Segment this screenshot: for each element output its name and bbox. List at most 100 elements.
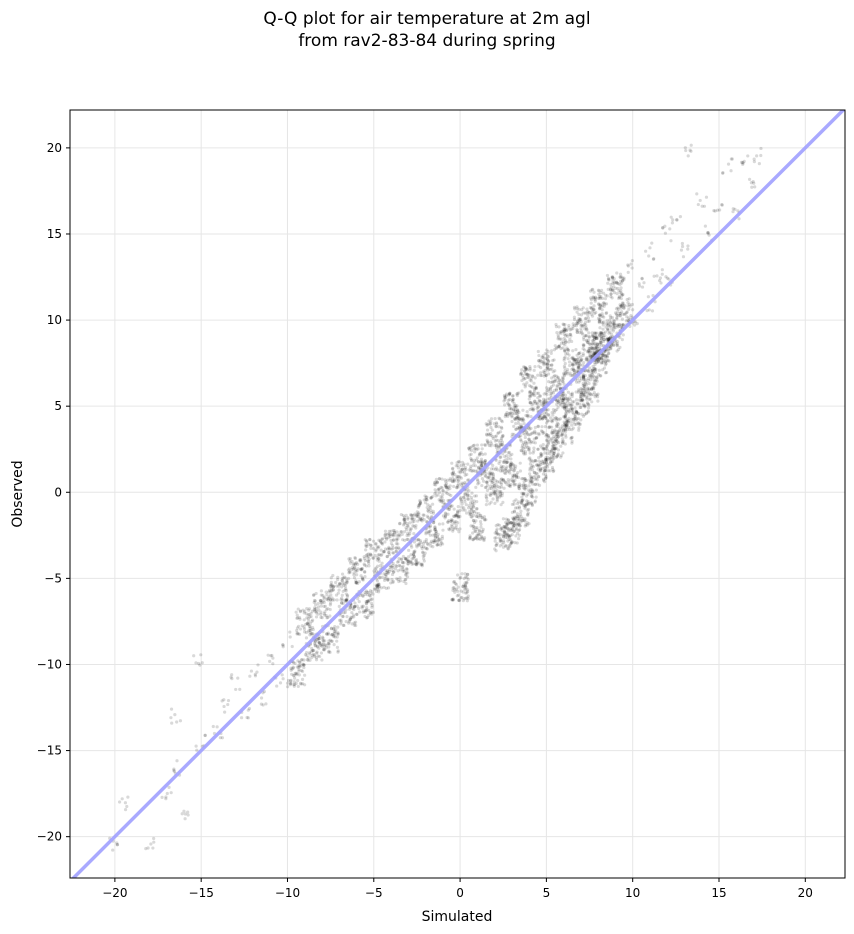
point-marker — [341, 614, 345, 618]
point-marker — [529, 501, 533, 505]
point-marker — [502, 540, 506, 545]
point-marker — [450, 467, 455, 471]
point-marker — [508, 391, 512, 395]
point-marker — [574, 362, 578, 366]
point-marker — [467, 446, 471, 450]
point-marker — [510, 419, 514, 424]
point-marker — [626, 264, 631, 268]
point-marker — [484, 502, 488, 507]
point-marker — [516, 426, 520, 430]
point-marker — [476, 447, 480, 451]
point-marker — [296, 659, 300, 663]
point-marker — [470, 507, 474, 511]
point-marker — [581, 398, 585, 402]
point-marker — [554, 418, 559, 422]
data-point — [337, 597, 358, 628]
point-marker — [544, 458, 548, 462]
point-marker — [553, 447, 557, 451]
y-tick-label: 20 — [47, 141, 62, 155]
point-marker — [651, 293, 655, 298]
point-marker — [538, 394, 542, 398]
point-marker — [619, 304, 623, 308]
point-marker — [412, 550, 416, 554]
point-marker — [398, 521, 402, 525]
point-marker — [352, 621, 356, 625]
point-marker — [595, 360, 599, 364]
point-marker — [494, 543, 498, 547]
point-marker — [548, 363, 552, 367]
point-marker — [454, 464, 458, 468]
point-marker — [603, 297, 608, 301]
point-marker — [577, 356, 581, 360]
point-marker — [730, 157, 734, 161]
point-marker — [364, 602, 369, 606]
point-marker — [461, 590, 465, 594]
point-marker — [422, 553, 426, 558]
point-marker — [570, 407, 574, 411]
point-marker — [582, 376, 586, 380]
point-marker — [470, 515, 474, 519]
point-marker — [567, 409, 571, 413]
point-marker — [448, 484, 452, 488]
point-marker — [468, 511, 472, 515]
point-marker — [183, 817, 187, 821]
point-marker — [585, 350, 590, 354]
point-marker — [296, 678, 300, 683]
data-point — [519, 476, 540, 508]
point-marker — [532, 399, 537, 403]
point-marker — [552, 446, 556, 451]
point-marker — [302, 611, 306, 615]
point-marker — [554, 415, 558, 420]
point-marker — [460, 470, 465, 474]
point-marker — [604, 311, 608, 316]
point-marker — [563, 414, 567, 418]
point-marker — [266, 653, 270, 657]
point-marker — [637, 284, 642, 288]
data-point — [695, 192, 709, 208]
point-marker — [406, 558, 410, 562]
point-marker — [455, 461, 459, 465]
point-marker — [295, 628, 299, 633]
point-marker — [473, 446, 478, 451]
point-marker — [597, 359, 601, 363]
point-marker — [591, 295, 595, 299]
point-marker — [486, 442, 490, 446]
point-marker — [387, 545, 391, 549]
point-marker — [511, 522, 515, 526]
point-marker — [562, 415, 566, 419]
point-marker — [571, 355, 575, 359]
data-point — [468, 512, 488, 543]
point-marker — [417, 538, 421, 542]
point-marker — [466, 497, 470, 502]
point-marker — [603, 371, 608, 375]
point-marker — [397, 579, 401, 584]
point-marker — [526, 375, 530, 380]
point-marker — [560, 424, 564, 428]
point-marker — [589, 298, 593, 302]
point-marker — [546, 419, 550, 423]
point-marker — [497, 461, 501, 465]
point-marker — [606, 276, 611, 280]
point-marker — [493, 501, 497, 505]
point-marker — [533, 458, 538, 463]
point-marker — [408, 529, 412, 533]
point-marker — [536, 467, 540, 471]
point-marker — [351, 563, 356, 567]
point-marker — [319, 589, 323, 593]
point-marker — [615, 342, 620, 346]
point-marker — [751, 179, 755, 184]
point-marker — [555, 434, 559, 438]
point-marker — [386, 578, 390, 582]
point-marker — [285, 681, 290, 685]
point-marker — [551, 380, 555, 384]
point-marker — [587, 331, 591, 335]
point-marker — [562, 364, 566, 368]
point-marker — [696, 202, 700, 207]
point-marker — [339, 618, 343, 622]
point-marker — [587, 373, 592, 378]
point-marker — [524, 502, 529, 506]
point-marker — [704, 195, 709, 199]
point-marker — [539, 454, 543, 458]
point-marker — [583, 374, 587, 378]
point-marker — [501, 478, 506, 482]
